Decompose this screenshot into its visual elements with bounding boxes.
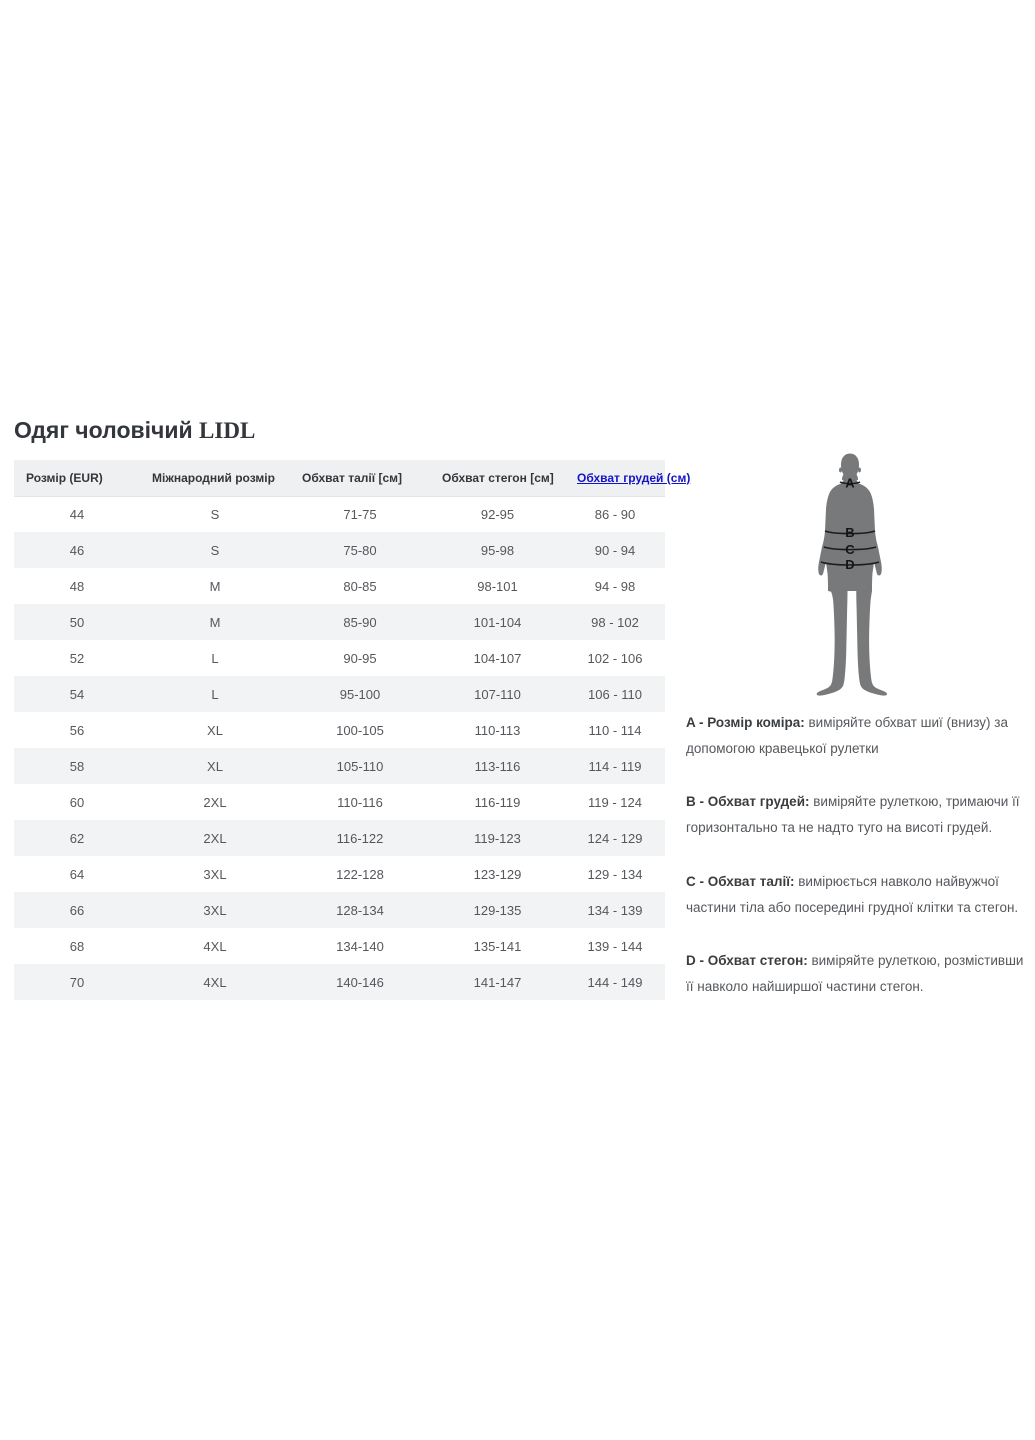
svg-text:D: D [845,557,854,572]
svg-text:B: B [845,525,854,540]
svg-text:A: A [845,476,855,491]
svg-text:C: C [845,542,855,557]
